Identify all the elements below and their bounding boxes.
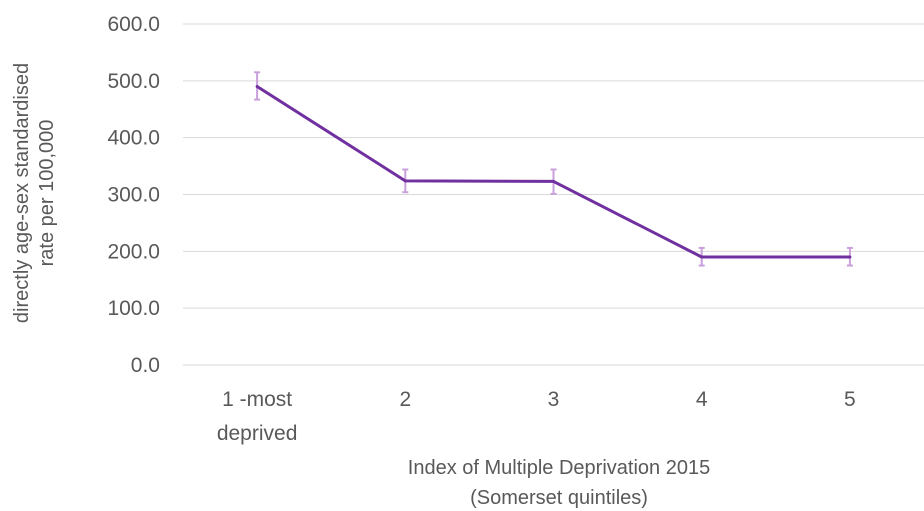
x-axis-tick-labels: 1 -most deprived 2 3 4 5 bbox=[217, 388, 856, 445]
x-axis-label: Index of Multiple Deprivation 2015 (Somer… bbox=[408, 457, 710, 509]
y-tick-label: 600.0 bbox=[107, 13, 160, 36]
data-point bbox=[403, 179, 407, 183]
y-tick-label: 0.0 bbox=[131, 354, 160, 377]
data-series bbox=[255, 85, 852, 259]
y-tick-label: 200.0 bbox=[107, 240, 160, 263]
x-tick-label: 2 bbox=[399, 388, 411, 411]
y-tick-label: 400.0 bbox=[107, 127, 160, 150]
y-tick-label: 300.0 bbox=[107, 184, 160, 207]
y-tick-label: 100.0 bbox=[107, 297, 160, 320]
x-tick-label: 3 bbox=[548, 388, 560, 411]
data-point bbox=[700, 255, 704, 259]
y-axis-tick-labels: 0.0 100.0 200.0 300.0 400.0 500.0 600.0 bbox=[107, 13, 160, 377]
x-tick-label: 1 -most deprived bbox=[217, 388, 298, 445]
error-bars bbox=[254, 71, 853, 267]
x-tick-label: 4 bbox=[696, 388, 708, 411]
data-point bbox=[848, 255, 852, 259]
data-point bbox=[552, 179, 555, 183]
y-tick-label: 500.0 bbox=[107, 70, 160, 93]
x-tick-label: 5 bbox=[844, 388, 856, 411]
data-point bbox=[255, 85, 259, 89]
x-axis-title: Index of Multiple Deprivation 2015 (Somer… bbox=[408, 457, 710, 509]
y-axis-label: directly age-sex standardised rate per 10… bbox=[11, 63, 58, 323]
y-axis-title: directly age-sex standardised rate per 10… bbox=[11, 63, 58, 323]
gridlines bbox=[183, 23, 924, 366]
